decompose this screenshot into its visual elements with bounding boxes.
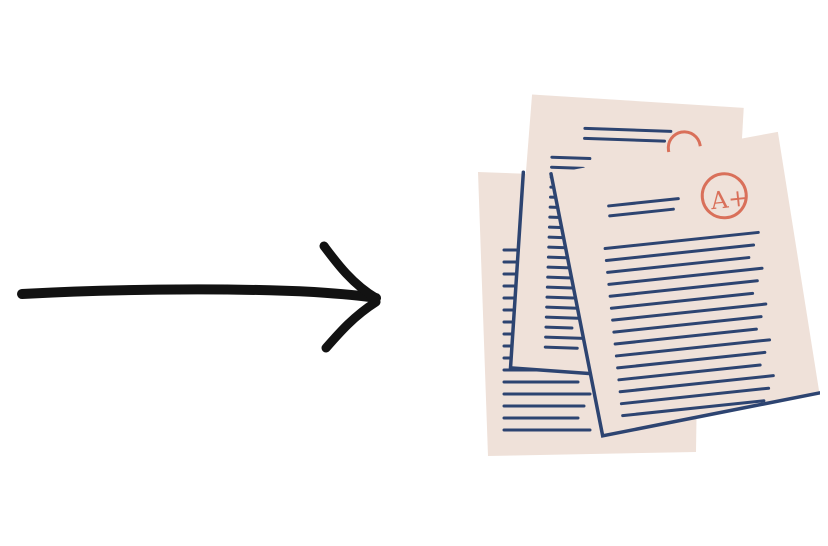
text-line <box>550 165 586 170</box>
text-line <box>617 363 762 382</box>
text-line <box>606 256 751 274</box>
text-line <box>545 295 575 300</box>
text-line <box>621 399 766 418</box>
text-line <box>544 315 580 320</box>
text-line <box>614 338 772 358</box>
text-line <box>608 207 675 218</box>
text-line <box>550 155 592 161</box>
grade-mark: A+ <box>700 172 749 220</box>
text-line <box>612 315 763 334</box>
text-line <box>618 374 775 394</box>
text-line <box>616 350 767 370</box>
text-line <box>544 335 586 340</box>
text-line <box>613 327 758 346</box>
text-line <box>603 230 760 251</box>
right-arrow-icon <box>14 232 394 360</box>
text-line <box>609 291 755 310</box>
text-line <box>583 136 667 143</box>
text-line <box>611 302 768 322</box>
text-line <box>583 126 673 133</box>
text-line <box>604 243 756 262</box>
text-line <box>607 266 764 286</box>
graded-papers-icon: A+ <box>470 90 820 460</box>
front-paper: A+ <box>549 131 820 438</box>
text-line <box>607 197 680 208</box>
grade-text: A+ <box>708 183 749 215</box>
text-line <box>543 345 579 350</box>
text-line <box>544 325 574 330</box>
text-line <box>608 279 759 298</box>
text-line <box>619 386 771 406</box>
